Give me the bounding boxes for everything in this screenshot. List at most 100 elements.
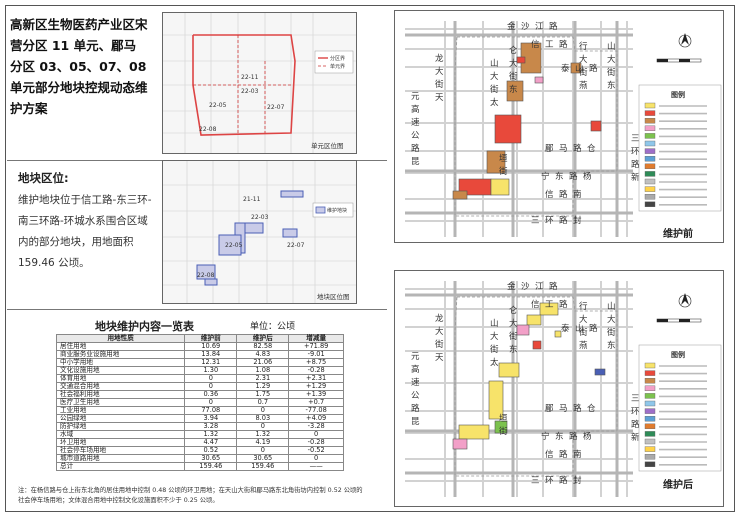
road-label: 高 (411, 364, 420, 375)
road-label: 东 (607, 80, 616, 91)
road-label: 东 (555, 171, 564, 182)
legend-swatch (644, 431, 656, 437)
road-label: 天 (435, 353, 444, 363)
unit-label: 22-07 (287, 242, 305, 249)
road-label: 东 (509, 344, 518, 355)
table-cell: 159.46 (236, 462, 290, 471)
land-parcel (570, 62, 582, 74)
road-label: 昆 (411, 417, 420, 427)
road-label: 街 (509, 331, 518, 342)
road-label: 大 (435, 66, 444, 77)
road-label: 马 (559, 404, 568, 414)
land-parcel (458, 424, 490, 440)
legend-item: 分区界 (330, 55, 345, 62)
road-label: 垣 (499, 413, 508, 424)
table-row: 中小学用地 12.31 21.06 +8.75 (55, 358, 344, 367)
compass-ring (678, 34, 692, 48)
unit-label: 22-05 (209, 102, 227, 109)
road-label: 天 (435, 93, 444, 103)
land-parcel (494, 114, 522, 144)
land-parcel (594, 368, 606, 376)
land-parcel (452, 190, 468, 200)
road-label: 大 (579, 54, 588, 65)
table-header-row: 用地性质 维护前 维护后 增减量 (55, 334, 344, 343)
road-label: 三 (631, 394, 640, 404)
legend-swatch (644, 133, 656, 139)
road-label: 山 (607, 41, 616, 52)
road-label: 公 (411, 131, 420, 141)
road-label: 龙 (435, 313, 444, 324)
table-row: 城市道路用地 30.65 30.65 0 (55, 454, 344, 463)
road-label: 燕 (579, 80, 588, 91)
road-label: 杨 (583, 171, 592, 182)
legend-swatch (644, 423, 656, 430)
road-label: 南 (573, 189, 582, 200)
land-parcel (532, 340, 542, 350)
page-frame (5, 5, 735, 512)
road-label: 三 (531, 216, 540, 226)
road-label: 东 (555, 431, 564, 442)
road-label: 路 (559, 475, 568, 486)
land-parcel (498, 362, 520, 378)
legend-swatch (644, 453, 656, 460)
unit-label: 22-07 (267, 104, 285, 111)
road-label: 速 (411, 118, 420, 128)
road-label: 行 (579, 41, 588, 52)
road-label: 路 (559, 189, 568, 200)
road-label: 路 (559, 299, 568, 310)
legend-swatch (644, 408, 656, 414)
road-label: 金 (507, 281, 516, 292)
road-label: 路 (631, 159, 640, 170)
road-label: 马 (559, 144, 568, 154)
legend-swatch (644, 400, 656, 407)
road-label: 路 (411, 403, 420, 414)
road-label: 路 (559, 39, 568, 50)
legend-swatch (644, 438, 656, 445)
legend-swatch (644, 117, 656, 124)
unit-label: 21-11 (243, 196, 261, 203)
legend-swatch (644, 362, 656, 369)
road-label: 新 (631, 432, 640, 443)
road-label: 路 (569, 171, 578, 182)
road-label: 仑 (509, 45, 518, 56)
road-label: 金 (507, 21, 516, 32)
road-label: 宁 (541, 171, 550, 182)
road-label: 路 (631, 419, 640, 430)
road-label: 大 (607, 54, 616, 65)
road-label: 街 (579, 67, 588, 78)
road-label: 环 (545, 216, 554, 226)
unit-label: 22-08 (197, 272, 215, 279)
legend-item: 单元界 (330, 63, 345, 70)
road-label: 仑 (509, 305, 518, 316)
road-label: 路 (559, 449, 568, 460)
map-after-label: 维护后 (663, 480, 693, 491)
road-label: 路 (559, 215, 568, 226)
road-label: 大 (490, 331, 499, 342)
road-label: 郿 (545, 404, 554, 414)
maintenance-table: 用地性质 维护前 维护后 增减量 居住用地 10.69 82.58 +71.89 商业服务业设… (55, 334, 344, 471)
legend-swatch (644, 393, 656, 399)
legend-swatch (644, 102, 656, 109)
road-label: 路 (411, 143, 420, 154)
road-label: 山 (575, 323, 584, 334)
road-label: 信 (545, 449, 554, 460)
road-label: 街 (509, 71, 518, 82)
road-label: 街 (490, 344, 499, 355)
road-label: 三 (631, 134, 640, 144)
map-before: 金沙江路信工路泰山路郿马路仓宁东路杨信路南三环路封龙大街天山大街太行大街燕山大街… (394, 10, 724, 243)
road-label: 环 (631, 147, 640, 157)
legend-title: 图例 (671, 350, 685, 359)
land-parcel (516, 324, 530, 336)
map-after: 金沙江路信工路泰山路郿马路仓宁东路杨信路南三环路封龙大街天山大街太行大街燕山大街… (394, 270, 724, 507)
unit-label: 22-03 (241, 88, 259, 95)
road-label: 信 (531, 299, 540, 310)
land-parcel (516, 56, 526, 64)
table-row: 防护绿地 3.28 0 -3.28 (55, 422, 344, 431)
road-label: 大 (579, 314, 588, 325)
table-row: 公园绿地 3.94 8.03 +4.09 (55, 414, 344, 423)
unit-label: 22-08 (199, 126, 217, 133)
legend-swatch (644, 163, 656, 170)
table-row: 医疗卫生用地 0 0.7 +0.7 (55, 398, 344, 407)
road-label: 街 (499, 166, 508, 177)
land-parcel (490, 178, 510, 196)
